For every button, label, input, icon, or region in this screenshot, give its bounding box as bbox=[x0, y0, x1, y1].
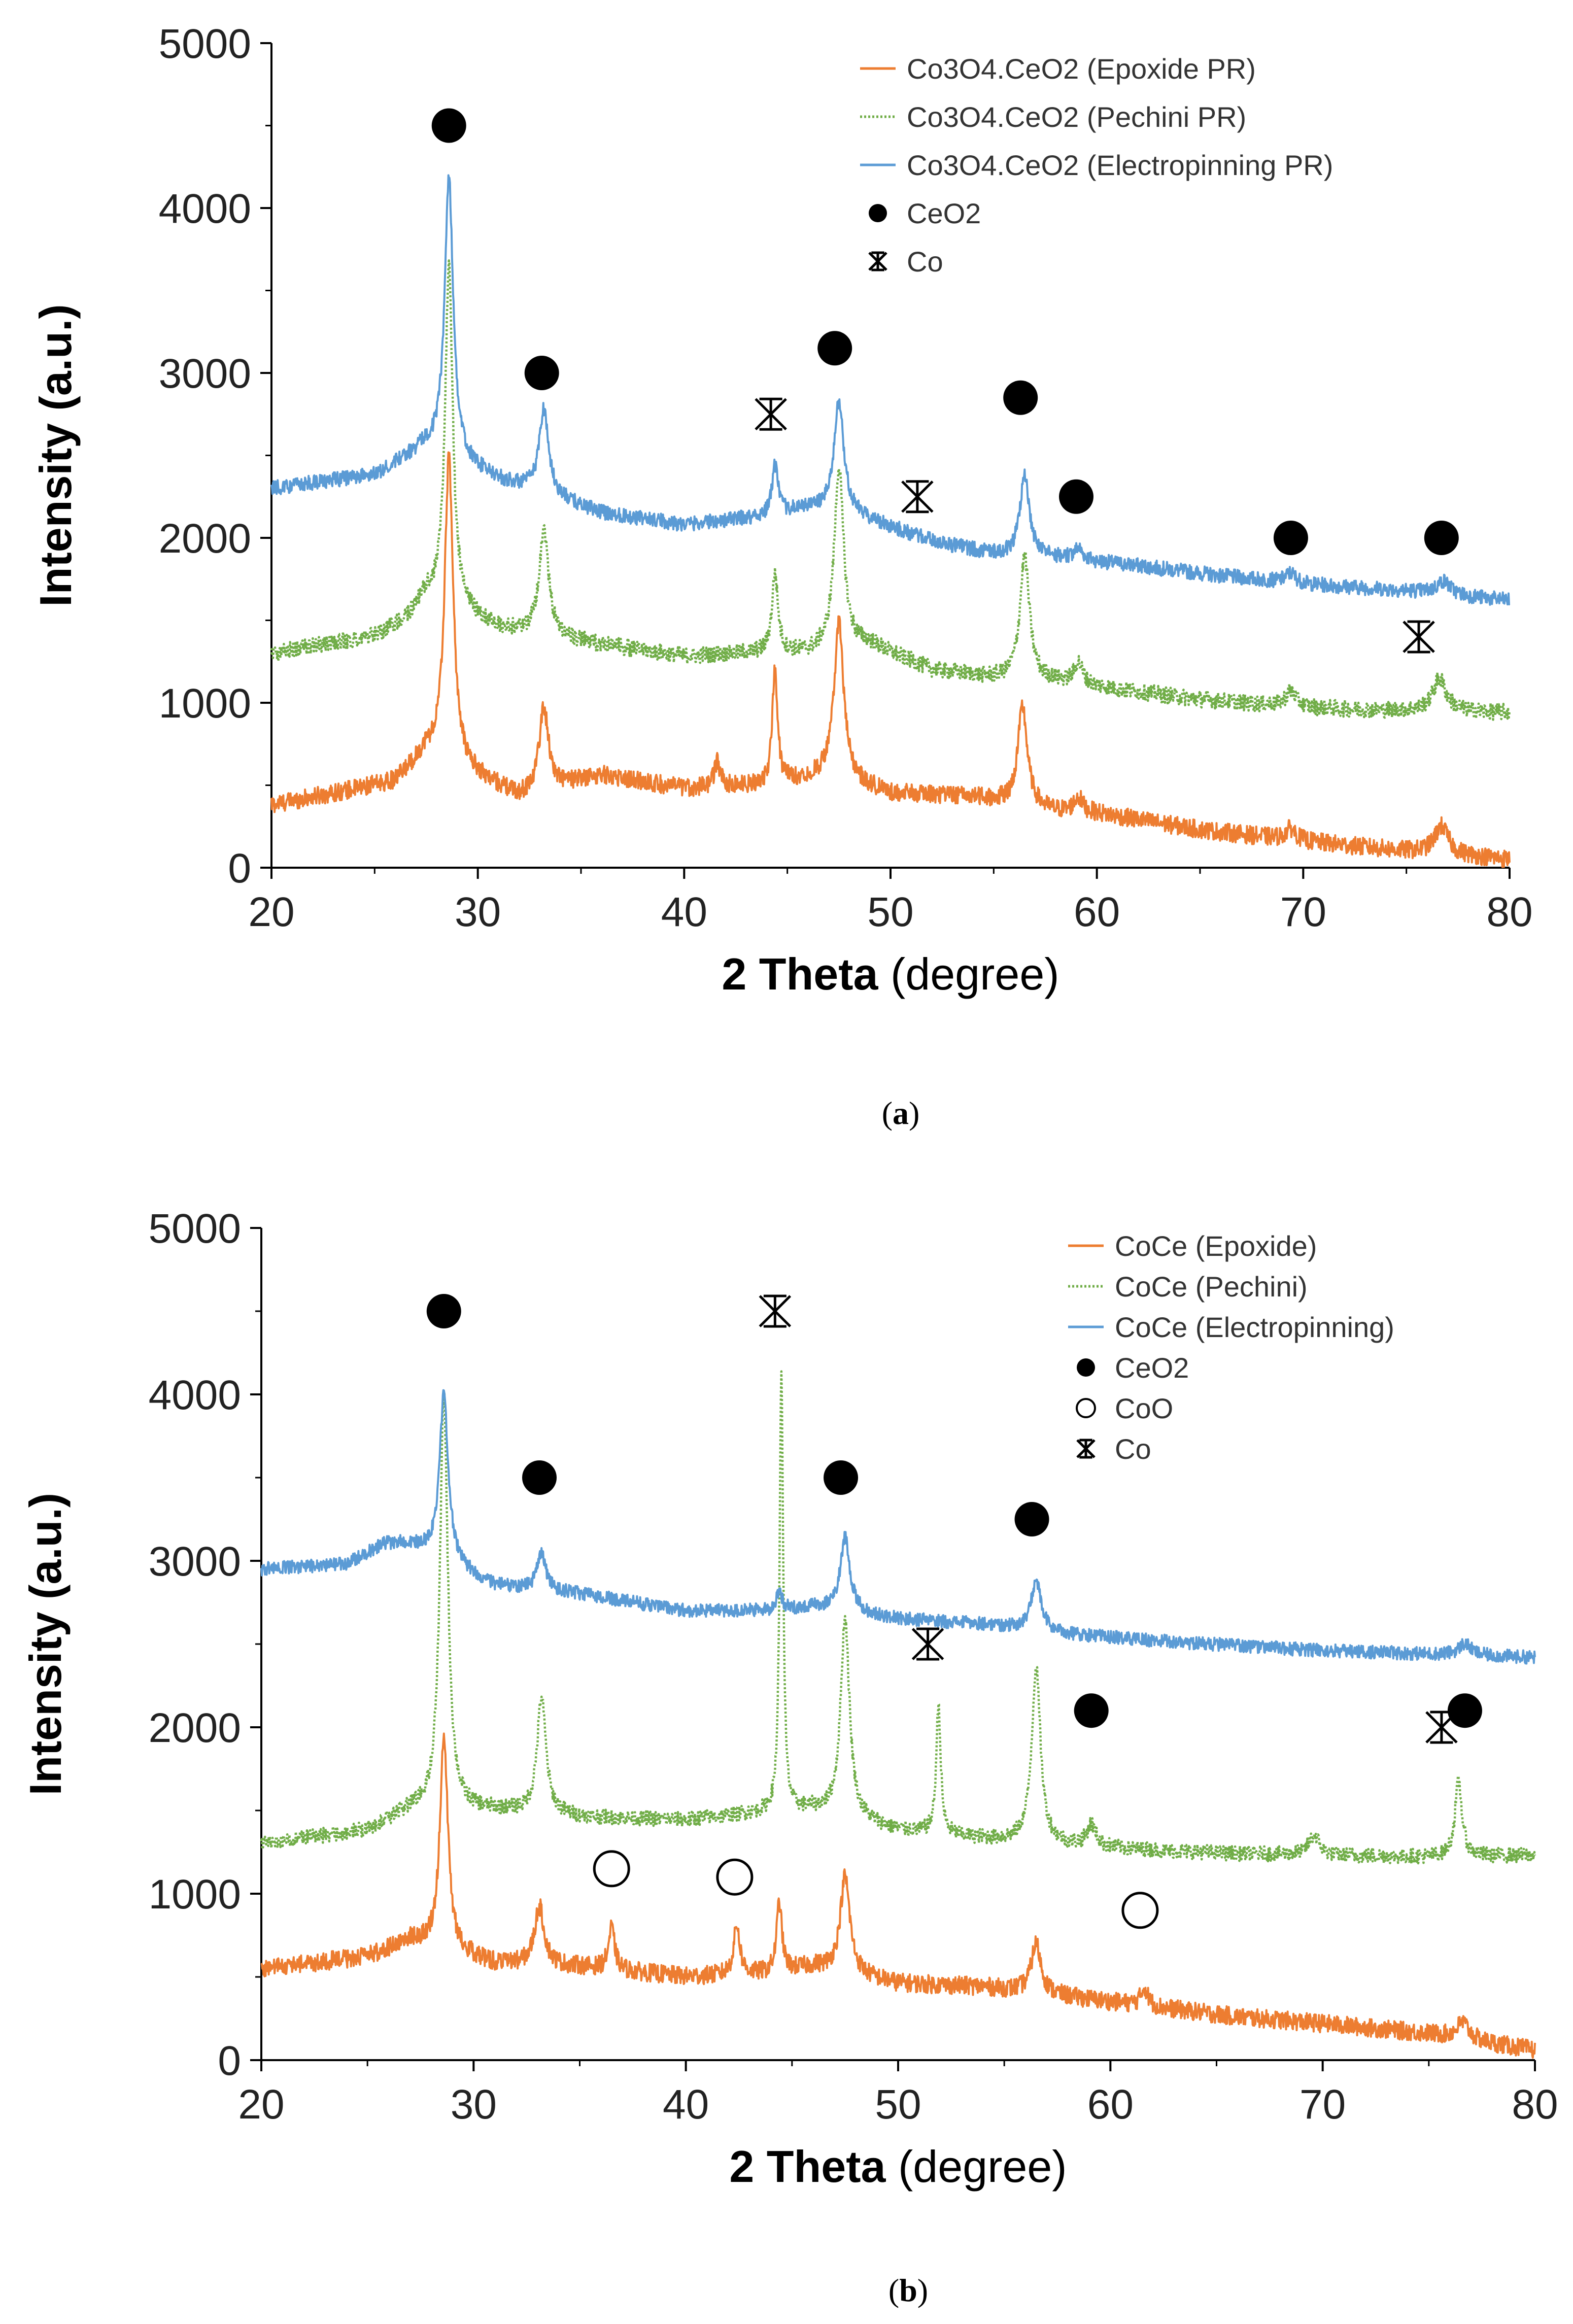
ceo2-marker bbox=[524, 356, 559, 390]
legend-swatch-coo bbox=[1076, 1398, 1096, 1418]
legend-label: CeO2 bbox=[907, 197, 981, 229]
x-tick-label: 40 bbox=[663, 2081, 709, 2128]
x-tick-label: 60 bbox=[1074, 889, 1120, 935]
legend-label: CoCe (Electropinning) bbox=[1115, 1311, 1394, 1343]
ceo2-marker bbox=[1424, 521, 1459, 555]
chart-panel-a: 0 1000 2000 3000 4000 5000 20 30 40 50 60 70 80 Inten… bbox=[30, 21, 1533, 999]
ceo2-marker bbox=[824, 1460, 859, 1495]
y-tick-label: 0 bbox=[228, 845, 251, 892]
y-axis-title: Intensity (a.u.) bbox=[30, 304, 81, 607]
x-tick-label: 20 bbox=[248, 889, 294, 935]
y-tick-label: 1000 bbox=[159, 680, 251, 727]
ceo2-marker bbox=[1014, 1502, 1049, 1536]
x-tick-label: 70 bbox=[1280, 889, 1326, 935]
co-marker bbox=[901, 480, 934, 514]
ceo2-marker bbox=[817, 331, 852, 366]
x-tick-label: 70 bbox=[1300, 2081, 1346, 2128]
legend-swatch-ceo2 bbox=[869, 204, 887, 222]
ceo2-marker bbox=[1074, 1693, 1109, 1728]
coo-marker bbox=[716, 1858, 754, 1896]
x-tick-label: 50 bbox=[867, 889, 913, 935]
x-tick-label: 80 bbox=[1512, 2081, 1558, 2128]
y-axis-title: Intensity (a.u.) bbox=[20, 1493, 71, 1796]
y-tick-label: 3000 bbox=[159, 351, 251, 397]
co-marker bbox=[759, 1294, 792, 1328]
co-marker bbox=[911, 1627, 944, 1661]
x-tick-label: 30 bbox=[451, 2081, 497, 2128]
legend: Co3O4.CeO2 (Epoxide PR) Co3O4.CeO2 (Pechi… bbox=[860, 53, 1333, 278]
y-tick-label: 3000 bbox=[149, 1539, 241, 1585]
y-tick-label: 4000 bbox=[159, 186, 251, 232]
legend-label: CeO2 bbox=[1115, 1352, 1189, 1384]
x-tick-label: 80 bbox=[1486, 889, 1532, 935]
y-tick-label: 4000 bbox=[149, 1372, 241, 1418]
ceo2-marker bbox=[1003, 380, 1038, 415]
series-line-0 bbox=[270, 451, 1511, 868]
legend-label: Co3O4.CeO2 (Pechini PR) bbox=[907, 101, 1246, 133]
y-tick-label: 5000 bbox=[149, 1206, 241, 1252]
coo-marker bbox=[593, 1850, 630, 1888]
x-tick-label: 40 bbox=[661, 889, 707, 935]
legend-label: CoCe (Epoxide) bbox=[1115, 1230, 1317, 1262]
panel-caption-b: (b) bbox=[888, 2272, 928, 2308]
x-axis-title: 2 Theta (degree) bbox=[722, 949, 1059, 999]
legend-label: Co3O4.CeO2 (Epoxide PR) bbox=[907, 53, 1256, 85]
x-axis-title: 2 Theta (degree) bbox=[729, 2141, 1067, 2192]
x-tick-label: 50 bbox=[875, 2081, 921, 2128]
legend-label: Co3O4.CeO2 (Electropinning PR) bbox=[907, 149, 1333, 181]
legend-label: CoCe (Pechini) bbox=[1115, 1271, 1308, 1303]
y-tick-label: 2000 bbox=[159, 516, 251, 562]
x-tick-label: 20 bbox=[238, 2081, 284, 2128]
y-tick-label: 2000 bbox=[149, 1705, 241, 1751]
coo-marker bbox=[1121, 1892, 1159, 1929]
series-line-2 bbox=[270, 174, 1511, 606]
x-tick-label: 30 bbox=[455, 889, 501, 935]
ceo2-marker bbox=[522, 1460, 557, 1495]
x-tick-label: 60 bbox=[1087, 2081, 1134, 2128]
co-marker bbox=[1425, 1711, 1458, 1744]
series-line-1 bbox=[260, 1370, 1536, 1865]
y-tick-label: 5000 bbox=[159, 21, 251, 67]
series-line-2 bbox=[260, 1389, 1536, 1665]
chart-panel-b: 0 1000 2000 3000 4000 5000 20 30 40 50 60 70 80 Inten… bbox=[20, 1206, 1558, 2192]
series-line-1 bbox=[270, 259, 1511, 721]
co-marker bbox=[1403, 620, 1435, 654]
series-line-0 bbox=[260, 1732, 1536, 2059]
y-tick-label: 1000 bbox=[149, 1871, 241, 1918]
ceo2-marker bbox=[1447, 1693, 1482, 1728]
y-tick-label: 0 bbox=[218, 2038, 241, 2084]
legend-label: Co bbox=[907, 246, 943, 278]
legend-swatch-co bbox=[868, 251, 887, 271]
legend-swatch-ceo2 bbox=[1077, 1358, 1095, 1377]
legend-label: CoO bbox=[1115, 1392, 1173, 1424]
panel-caption-a: (a) bbox=[882, 1095, 920, 1131]
ceo2-marker bbox=[426, 1294, 461, 1328]
legend-swatch-co bbox=[1076, 1439, 1096, 1459]
ceo2-marker bbox=[1273, 521, 1308, 555]
legend: CoCe (Epoxide) CoCe (Pechini) CoCe (Electr… bbox=[1068, 1230, 1394, 1465]
legend-label: Co bbox=[1115, 1433, 1151, 1465]
ceo2-marker bbox=[1059, 479, 1093, 514]
ceo2-marker bbox=[431, 108, 466, 143]
co-marker bbox=[755, 397, 787, 431]
